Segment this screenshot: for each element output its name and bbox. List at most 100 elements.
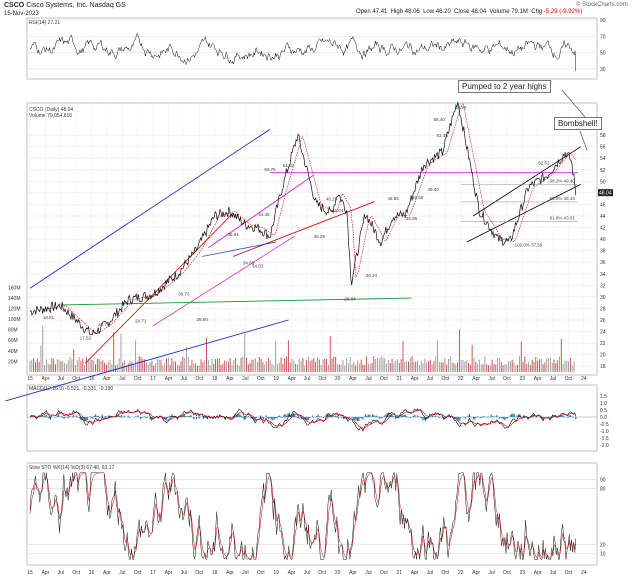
bombshell-annotation: Bombshell! <box>554 117 602 130</box>
price-point-label: 49.40 <box>427 187 439 192</box>
price-point-label: 30.73 <box>178 292 190 297</box>
price-tick-label: 32 <box>600 283 606 289</box>
time-tick-label: 20 <box>335 570 341 576</box>
price-point-label: 46.86 <box>387 196 399 201</box>
time-tick-label: Jul <box>365 376 371 382</box>
time-tick-label: Apr <box>534 570 542 576</box>
time-tick-label: 24 <box>581 376 587 382</box>
price-point-label: 39.96 <box>406 216 418 221</box>
price-tick-label: 30 <box>600 295 606 301</box>
last-price-box <box>598 189 613 197</box>
time-tick-label: Oct <box>72 570 80 576</box>
pumped-annotation: Pumped to 2 year highs <box>458 80 551 93</box>
time-tick-label: Apr <box>534 376 542 382</box>
price-point-label: 28.79 <box>98 322 110 327</box>
price-point-label: 34.69 <box>243 261 255 266</box>
time-tick-label: 23 <box>520 570 526 576</box>
price-tick-label: 18 <box>600 364 606 370</box>
sto-panel <box>26 462 598 566</box>
time-tick-label: Apr <box>226 376 234 382</box>
volume-tick-label: 20M <box>8 359 18 365</box>
macd-tick-label: -0.5 <box>600 422 609 428</box>
red-resistance-line <box>232 201 375 257</box>
price-tick-label: 38 <box>600 249 606 255</box>
macd-tick-label: -2.0 <box>600 443 609 449</box>
price-tick-label: 28 <box>600 306 606 312</box>
price-tick-label: 24 <box>600 330 606 336</box>
time-tick-label: Jul <box>181 376 187 382</box>
volume-tick-label: 100M <box>8 317 21 323</box>
time-tick-label: Apr <box>41 376 49 382</box>
last-price-label: 48.04 <box>599 191 612 197</box>
time-tick-label: Apr <box>288 570 296 576</box>
price-point-label: 28.84 <box>344 296 356 301</box>
time-tick-label: Apr <box>226 570 234 576</box>
time-tick-label: Apr <box>411 376 419 382</box>
time-tick-label: Jul <box>119 570 125 576</box>
close-value: 48.04 <box>471 9 487 15</box>
volume-label: Volume 79,054,616 <box>29 113 72 119</box>
rsi-tick-label: 30 <box>600 67 606 73</box>
time-tick-label: Oct <box>195 376 203 382</box>
time-tick-label: 16 <box>89 570 95 576</box>
rsi-tick-label: 70 <box>600 34 606 40</box>
time-tick-label: Oct <box>503 570 511 576</box>
macd-line <box>29 408 577 432</box>
rsi-panel <box>26 17 598 80</box>
price-tick-label: 40 <box>600 237 606 243</box>
time-tick-label: Oct <box>257 376 265 382</box>
macd-panel <box>26 384 598 452</box>
time-tick-label: Oct <box>318 570 326 576</box>
rsi-series <box>29 33 577 72</box>
chart-header: CSCO Cisco Systems, Inc. Nasdaq GS <box>4 2 126 9</box>
time-tick-label: 23 <box>520 376 526 382</box>
bombshell-arrow <box>579 130 588 151</box>
time-tick-label: 18 <box>212 570 218 576</box>
time-tick-label: 24 <box>581 570 587 576</box>
price-tick-label: 58 <box>600 133 606 139</box>
trend-lines <box>5 128 581 402</box>
time-tick-label: Jul <box>365 570 371 576</box>
sto-series <box>29 472 577 561</box>
black-lower-wedge-line <box>466 183 581 243</box>
time-tick-label: Apr <box>103 376 111 382</box>
time-tick-label: Oct <box>195 570 203 576</box>
rsi-line <box>29 33 577 72</box>
price-point-label: 58.40 <box>434 117 446 122</box>
price-tick-label: 56 <box>600 145 606 151</box>
price-tick-label: 34 <box>600 272 606 278</box>
fib-level-label: 38.2% 49.40 <box>550 178 576 183</box>
time-tick-label: Jul <box>181 570 187 576</box>
price-tick-label: 52 <box>600 168 606 174</box>
red-trend-line <box>85 212 234 364</box>
time-tick-label: Jul <box>58 570 64 576</box>
rsi-tick-label: 50 <box>600 51 606 57</box>
time-tick-label: Apr <box>41 570 49 576</box>
watermark: © StockCharts.com <box>576 2 628 8</box>
fib-level-label: 61.8% 43.01 <box>550 215 576 220</box>
price-point-labels: 17.52 18.81 24.71 26.80 28.79 30.73 34.69 38.81… <box>43 105 576 341</box>
time-tick-label: Oct <box>380 570 388 576</box>
macd-tick-label: 0.0 <box>600 415 607 421</box>
macd-signal-line <box>29 409 576 429</box>
time-tick-label: Jul <box>488 570 494 576</box>
time-tick-label: Apr <box>472 570 480 576</box>
macd-tick-label: -1.0 <box>600 429 609 435</box>
time-tick-label: Oct <box>134 376 142 382</box>
time-tick-label: 19 <box>273 570 279 576</box>
low-value: 46.20 <box>435 9 451 15</box>
price-point-label: 24.71 <box>135 318 147 323</box>
price-point-label: 51.82 <box>283 163 295 168</box>
time-tick-label: 22 <box>458 376 464 382</box>
volume-tick-label: 120M <box>8 306 21 312</box>
price-label: CSCO (Daily) 48.04 <box>29 107 73 113</box>
price-series <box>29 102 577 335</box>
sto-tick-label: 20 <box>600 542 606 548</box>
time-tick-label: Apr <box>349 376 357 382</box>
time-tick-label: Apr <box>288 376 296 382</box>
time-tick-label: 18 <box>212 376 218 382</box>
time-tick-label: Oct <box>318 376 326 382</box>
macd-tick-label: 1.0 <box>600 401 607 407</box>
macd-tick-label: -1.5 <box>600 436 609 442</box>
fib-level-label: 100.0% 37.59 <box>515 243 543 248</box>
